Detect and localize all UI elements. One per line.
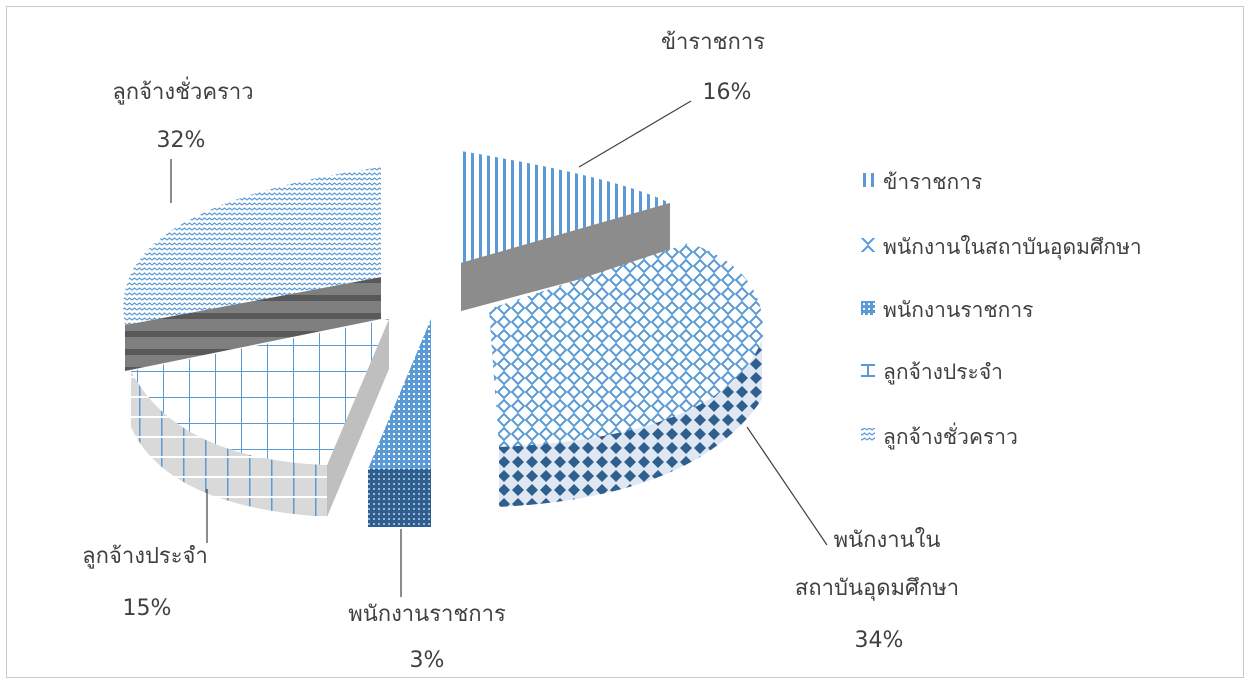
legend-label-lukchang-pracham: ลูกจ้างประจำ [883, 360, 1003, 385]
legend-label-lukchang-chuakhrao: ลูกจ้างชั่วคราว [883, 422, 1018, 450]
slice-lukchang-chuakhrao-top [123, 167, 381, 325]
slice-phanakngan-sathaban-top [489, 243, 764, 447]
label-lukchang-pracham-value: 15% [123, 596, 172, 621]
leader-kharatchakan [578, 100, 692, 168]
legend: ข้าราชการ พนักงานในสถาบันอุดมศึกษา พนักง… [861, 170, 1142, 450]
legend-item-kharatchakan: ข้าราชการ [861, 170, 982, 194]
legend-swatch-zigzag-icon [861, 428, 875, 442]
legend-label-phanakngan-sathaban: พนักงานในสถาบันอุดมศึกษา [883, 235, 1142, 260]
slice-lukchang-pracham [131, 319, 389, 517]
legend-item-phanakngan-sathaban: พนักงานในสถาบันอุดมศึกษา [861, 235, 1142, 260]
label-phanakngan-sathaban-line2: สถาบันอุดมศึกษา [795, 576, 959, 601]
label-phanakngan-ratchakan-name: พนักงานราชการ [348, 602, 506, 627]
label-kharatchakan-value: 16% [703, 80, 752, 105]
label-phanakngan-sathaban: พนักงานใน สถาบันอุดมศึกษา 34% [795, 527, 959, 653]
slice-lukchang-chuakhrao [123, 167, 381, 371]
slice-phanakngan-sathaban-side [499, 335, 762, 507]
label-kharatchakan: ข้าราชการ 16% [661, 30, 765, 105]
slice-kharatchakan-front [461, 203, 670, 311]
label-lukchang-chuakhrao-value: 32% [157, 128, 206, 153]
label-phanakngan-sathaban-line1: พนักงานใน [834, 527, 941, 553]
legend-swatch-crosshatch-icon [861, 363, 875, 377]
label-kharatchakan-name: ข้าราชการ [661, 30, 765, 55]
slice-lukchang-pracham-side [131, 371, 327, 517]
slice-lukchang-chuakhrao-side [125, 277, 381, 371]
legend-swatch-vertical-lines-icon [861, 173, 875, 187]
slice-phanakngan-ratchakan [368, 319, 431, 527]
label-phanakngan-ratchakan: พนักงานราชการ 3% [348, 602, 506, 673]
label-lukchang-pracham-name: ลูกจ้างประจำ [82, 544, 208, 569]
slice-lukchang-pracham-top [131, 319, 389, 465]
label-lukchang-chuakhrao: ลูกจ้างชั่วคราว 32% [112, 76, 253, 153]
legend-label-phanakngan-ratchakan: พนักงานราชการ [883, 298, 1033, 322]
legend-item-lukchang-chuakhrao: ลูกจ้างชั่วคราว [861, 422, 1018, 450]
legend-item-phanakngan-ratchakan: พนักงานราชการ [861, 298, 1033, 322]
pie-chart: ข้าราชการ 16% พนักงานใน สถาบันอุดมศึกษา … [82, 30, 1142, 673]
label-phanakngan-ratchakan-value: 3% [410, 648, 445, 673]
slice-kharatchakan [461, 151, 670, 311]
slice-lukchang-pracham-cut [327, 319, 389, 517]
slice-phanakngan-ratchakan-top [368, 319, 431, 469]
slice-kharatchakan-top [461, 151, 670, 263]
chart-frame: ข้าราชการ 16% พนักงานใน สถาบันอุดมศึกษา … [6, 6, 1244, 678]
legend-swatch-dense-grid-icon [861, 301, 875, 315]
legend-label-kharatchakan: ข้าราชการ [883, 170, 982, 194]
slice-phanakngan-ratchakan-front [368, 469, 431, 527]
label-lukchang-pracham: ลูกจ้างประจำ 15% [82, 544, 208, 621]
legend-swatch-diamond-icon [861, 238, 875, 252]
label-lukchang-chuakhrao-name: ลูกจ้างชั่วคราว [112, 76, 253, 105]
legend-item-lukchang-pracham: ลูกจ้างประจำ [861, 360, 1003, 385]
slice-phanakngan-sathaban [489, 243, 764, 507]
label-phanakngan-sathaban-value: 34% [855, 628, 904, 653]
leader-phanakngan-sathaban [746, 426, 828, 546]
